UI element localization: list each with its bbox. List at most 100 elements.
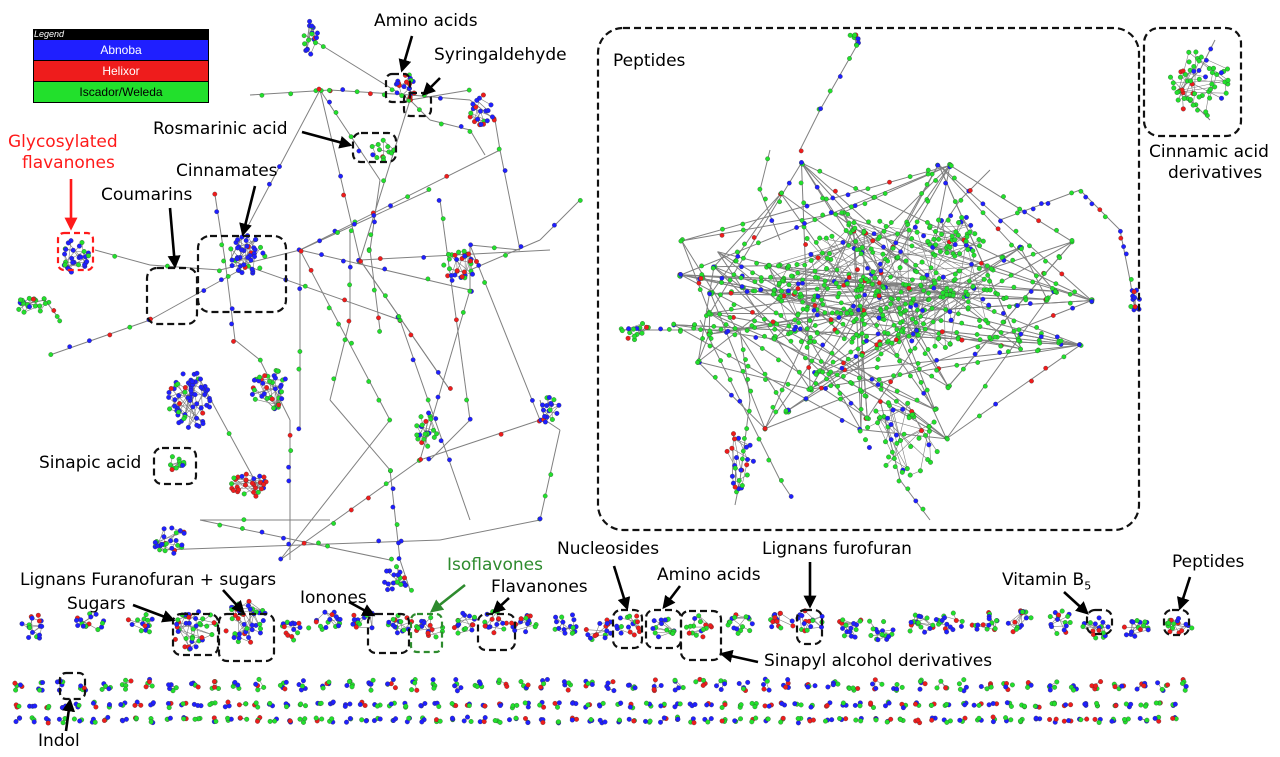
network-node [454,677,459,682]
network-node [895,353,900,358]
network-node [910,244,914,248]
network-edge [894,403,907,458]
network-node [372,288,376,292]
network-node [319,717,324,722]
network-node [745,457,750,462]
network-node [632,719,637,724]
network-node [38,304,43,309]
network-node [766,717,771,722]
network-node [853,703,858,708]
network-node [858,304,862,308]
network-node [698,327,702,331]
network-node [1000,279,1004,283]
network-node [889,220,893,224]
network-node [1006,621,1011,626]
network-node [283,377,288,382]
network-node [818,169,822,173]
network-node [456,618,461,623]
network-node [183,390,188,395]
network-node [631,327,636,332]
network-node [700,272,704,276]
network-node [257,474,262,479]
network-node [865,425,870,430]
network-node [803,356,807,360]
network-node [749,389,753,393]
network-node [870,377,874,381]
network-node [978,324,982,328]
network-node [220,243,224,247]
network-node [916,333,921,338]
network-node [47,704,52,709]
network-node [317,239,321,243]
network-node [189,389,194,394]
network-node [918,687,923,692]
network-node [336,322,340,326]
network-node [383,294,387,298]
network-node [941,275,946,280]
network-node [1012,329,1016,333]
network-node [796,716,801,721]
network-node [402,84,407,89]
network-node [741,348,745,352]
network-node [447,257,451,261]
network-node [779,313,783,317]
network-node [462,719,467,724]
network-node [1009,243,1013,247]
network-node [652,687,657,692]
network-node [409,333,413,337]
network-node [391,677,396,682]
network-node [966,247,971,252]
network-node [1184,622,1189,627]
network-node [377,147,382,152]
network-node [584,627,589,632]
network-node [998,219,1002,223]
network-node [895,389,899,393]
network-node [775,619,780,624]
network-node [841,322,845,326]
network-node [769,624,774,629]
network-node [570,631,575,636]
network-node [205,388,210,393]
network-node [341,193,345,197]
network-node [249,258,254,263]
network-edge [95,250,150,265]
network-node [793,318,797,322]
network-node [489,103,494,108]
network-node [855,267,859,271]
network-node [190,379,195,384]
network-node [709,336,713,340]
network-node [767,458,771,462]
network-node [1120,684,1125,689]
network-node [349,341,353,345]
network-node [456,631,461,636]
network-node [932,286,936,290]
network-node [366,496,370,500]
network-node [740,483,745,488]
network-node [987,279,992,284]
network-node [626,336,631,341]
network-node [913,263,917,267]
network-node [869,247,874,252]
network-node [475,98,480,103]
network-node [1146,628,1151,633]
network-node [745,426,749,430]
network-node [298,625,303,630]
network-node [658,720,663,725]
network-node [462,249,467,254]
network-node [1170,716,1175,721]
network-node [780,701,785,706]
network-edge [430,420,470,460]
network-node [1195,108,1199,112]
network-node [89,615,94,620]
network-node [771,619,776,624]
network-node [1098,679,1103,684]
network-node [875,323,879,327]
network-node [578,198,582,202]
network-node [859,251,864,256]
network-node [144,685,149,690]
network-node [919,428,924,433]
network-node [907,228,912,233]
network-node [1022,210,1026,214]
network-node [927,424,932,429]
network-node [818,107,822,111]
